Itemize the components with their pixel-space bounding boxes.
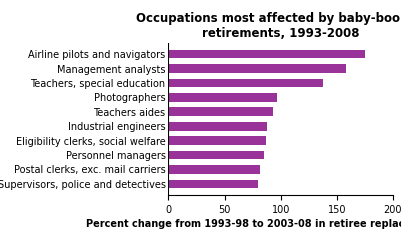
Bar	[168, 64, 346, 73]
Bar	[168, 180, 258, 188]
Title: Occupations most affected by baby-boomer
retirements, 1993-2008: Occupations most affected by baby-boomer…	[136, 12, 401, 40]
Bar	[168, 151, 264, 159]
X-axis label: Percent change from 1993-98 to 2003-08 in retiree replacement needs: Percent change from 1993-98 to 2003-08 i…	[86, 219, 401, 229]
Bar	[168, 136, 266, 145]
Bar	[168, 165, 261, 174]
Bar	[168, 93, 277, 102]
Bar	[168, 79, 323, 87]
Bar	[168, 50, 365, 58]
Bar	[168, 122, 267, 130]
Bar	[168, 108, 273, 116]
